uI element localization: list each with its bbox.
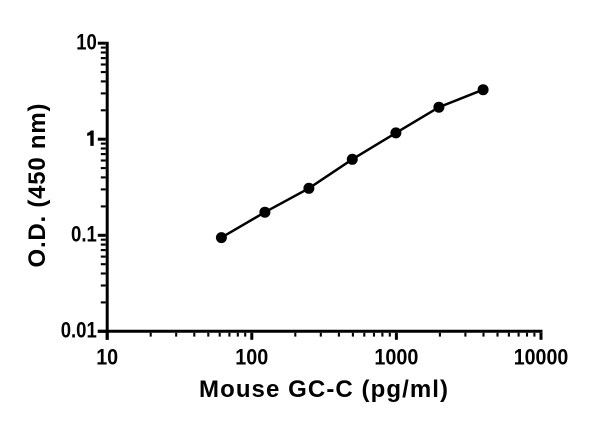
svg-text:10: 10 (76, 30, 97, 55)
svg-text:0.01: 0.01 (61, 318, 97, 343)
svg-text:Mouse GC-C (pg/ml): Mouse GC-C (pg/ml) (199, 376, 448, 403)
svg-text:1000: 1000 (374, 345, 418, 370)
svg-text:100: 100 (235, 345, 268, 370)
svg-text:10: 10 (96, 345, 118, 370)
svg-text:0.1: 0.1 (71, 222, 97, 247)
svg-text:O.D. (450 nm): O.D. (450 nm) (24, 104, 51, 268)
svg-text:10000: 10000 (514, 345, 569, 370)
